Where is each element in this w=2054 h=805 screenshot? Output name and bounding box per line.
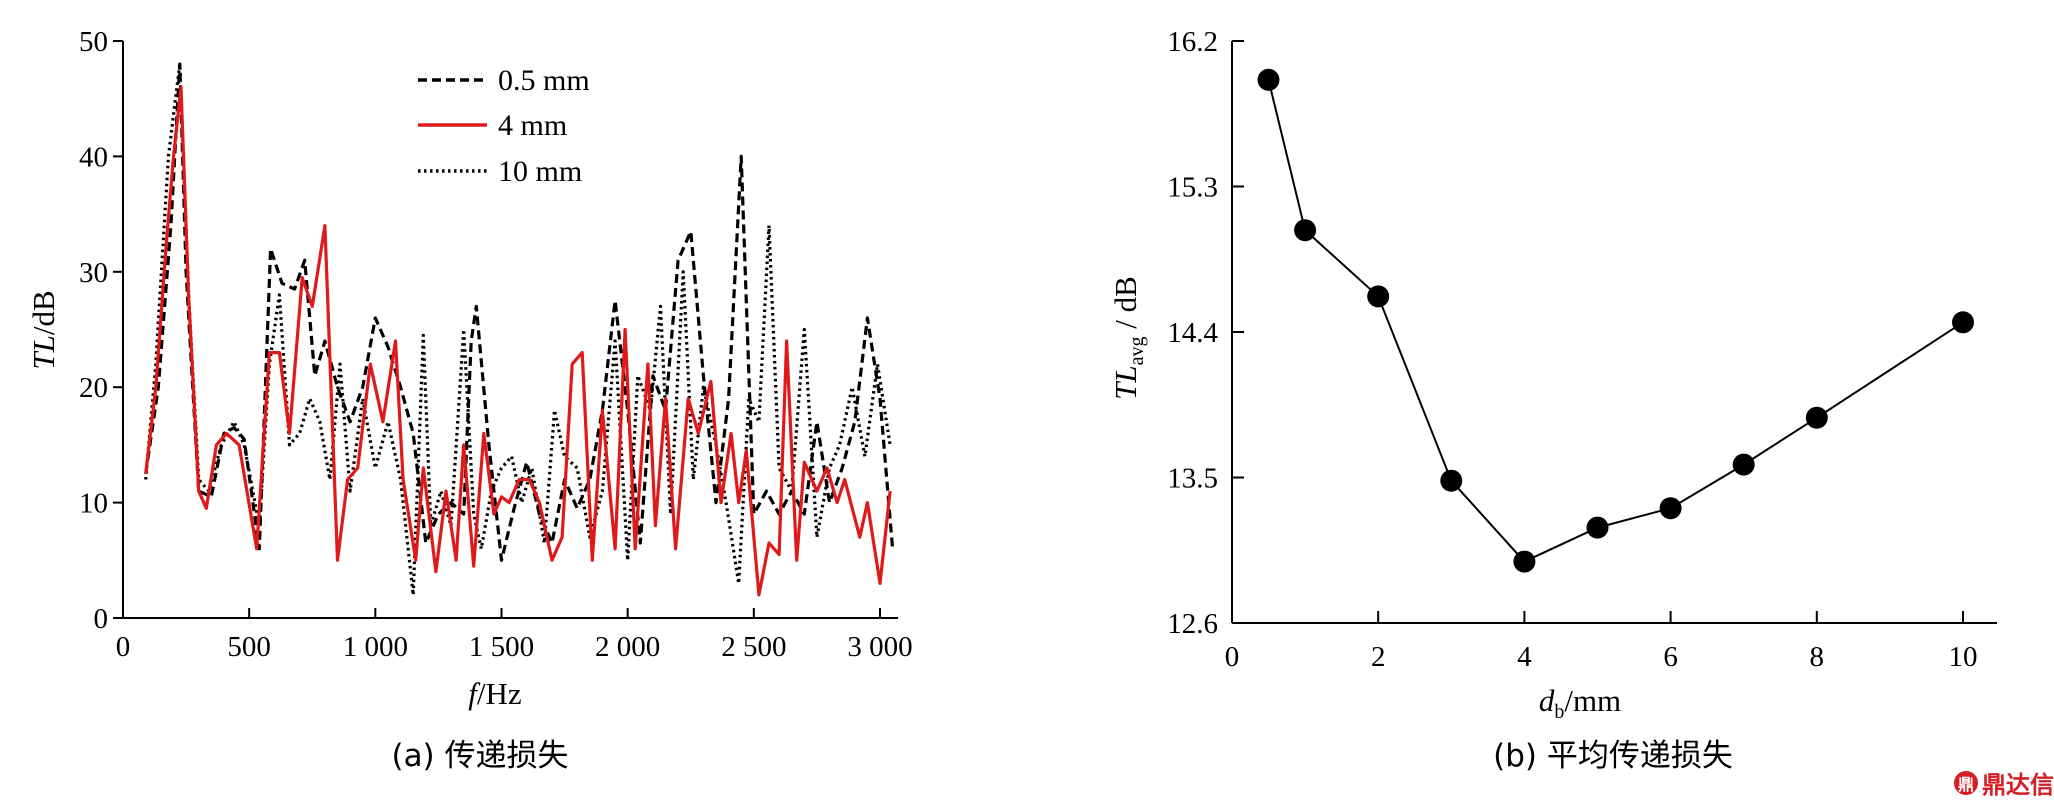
chart-a-x-tick-label: 1 500 xyxy=(469,631,534,663)
chart-b-y-tick-label: 12.6 xyxy=(1167,608,1218,640)
chart-b-x-tick-label: 6 xyxy=(1663,641,1678,673)
chart-b-y-axis-title: TLavg / dB xyxy=(1108,276,1148,400)
data-point xyxy=(1257,68,1280,91)
data-point xyxy=(1805,406,1828,429)
chart-b-y-tick-label: 14.4 xyxy=(1167,317,1218,349)
chart-a-x-tick-label: 500 xyxy=(227,631,271,663)
series-line-tl-avg xyxy=(1267,79,1964,563)
chart-a-y-axis-title: TL/dB xyxy=(26,290,61,369)
chart-b-x-tick-label: 8 xyxy=(1810,641,1825,673)
chart-a-x-axis-title: f/Hz xyxy=(468,676,521,711)
chart-b-series xyxy=(1257,68,1974,573)
chart-a-axes xyxy=(122,41,898,619)
chart-b-y-tick-label: 13.5 xyxy=(1167,463,1218,495)
legend-label-0-5mm: 0.5 mm xyxy=(498,64,590,97)
chart-b-x-tick-label: 4 xyxy=(1517,641,1532,673)
chart-a-series xyxy=(144,62,895,597)
chart-a-y-tick-label: 40 xyxy=(79,141,108,173)
watermark-text: 鼎达信 xyxy=(1982,771,2054,799)
chart-a-x-tick-label: 1 000 xyxy=(343,631,408,663)
chart-b-caption: (b) 平均传递损失 xyxy=(1493,738,1733,774)
legend-label-10mm: 10 mm xyxy=(498,155,582,188)
watermark-seal-glyph: 鼎 xyxy=(1958,775,1974,794)
chart-b-y-tick-label: 15.3 xyxy=(1167,172,1218,204)
chart-a-x-tick-label: 0 xyxy=(116,631,131,663)
chart-a-y-tick-label: 0 xyxy=(94,603,109,635)
chart-a-y-tick-label: 10 xyxy=(79,488,108,520)
watermark-seal-icon xyxy=(1954,771,1978,795)
data-point xyxy=(1659,497,1682,520)
chart-b-x-axis-title: db/mm xyxy=(1539,683,1621,723)
chart-a-y-tick-label: 20 xyxy=(79,372,108,404)
chart-b: 12.6 13.5 14.4 15.3 16.2 0 2 4 6 8 10 TLavg / dB d… xyxy=(1108,26,1997,774)
chart-b-x-tick-label: 10 xyxy=(1949,641,1978,673)
data-point xyxy=(1586,516,1609,539)
series-line-4mm xyxy=(144,85,892,597)
chart-b-x-tick-label: 2 xyxy=(1371,641,1386,673)
chart-b-ticks: 12.6 13.5 14.4 15.3 16.2 0 2 4 6 8 10 xyxy=(1167,26,1977,673)
chart-a-legend: 0.5 mm 4 mm 10 mm xyxy=(418,64,590,188)
data-point xyxy=(1952,311,1974,334)
data-point xyxy=(1513,550,1536,573)
chart-a-y-tick-label: 50 xyxy=(79,26,108,58)
watermark-logo: 鼎 鼎达信 xyxy=(1954,771,2054,799)
chart-b-y-tick-label: 16.2 xyxy=(1167,26,1218,58)
data-point xyxy=(1367,285,1390,308)
chart-b-x-tick-label: 0 xyxy=(1225,641,1240,673)
chart-a-x-tick-label: 3 000 xyxy=(847,631,912,663)
chart-a-x-tick-label: 2 000 xyxy=(595,631,660,663)
data-point xyxy=(1294,219,1317,242)
data-point xyxy=(1732,453,1755,476)
chart-a-caption: (a) 传递损失 xyxy=(391,738,568,774)
chart-a-x-tick-label: 2 500 xyxy=(721,631,786,663)
legend-label-4mm: 4 mm xyxy=(498,109,567,142)
chart-a-y-tick-label: 30 xyxy=(79,257,108,289)
data-point xyxy=(1440,469,1463,492)
